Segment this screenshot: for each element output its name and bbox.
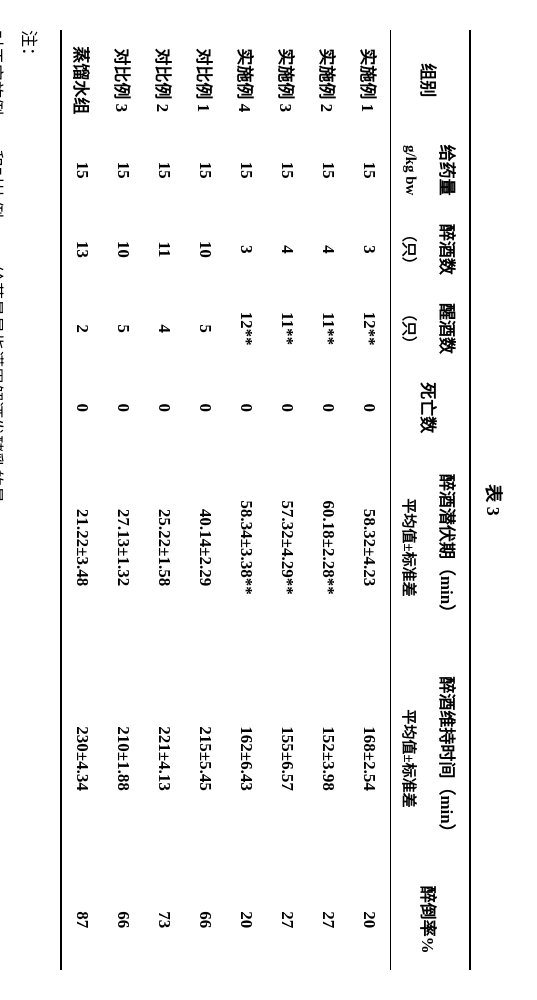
cell-group: 实施例 2	[308, 30, 349, 131]
cell-drunk: 10	[185, 210, 226, 289]
cell-latent: 57.32±4.29**	[267, 447, 308, 647]
cell-latent: 27.13±1.32	[103, 447, 144, 647]
cell-group: 对比例 2	[144, 30, 185, 131]
cell-rate: 87	[61, 869, 103, 970]
cell-sober: 5	[103, 289, 144, 368]
cell-dose: 15	[185, 131, 226, 210]
col-dose-2: g/kg bw	[391, 131, 429, 210]
table-title: 表 3	[481, 30, 507, 970]
col-latent-2: 平均值±标准差	[391, 447, 429, 647]
cell-drunk: 3	[349, 210, 391, 289]
col-sustain-1: 醉酒维持时间（min）	[428, 648, 470, 870]
cell-latent: 21.22±3.48	[61, 447, 103, 647]
cell-death: 0	[61, 368, 103, 447]
cell-death: 0	[226, 368, 267, 447]
cell-dose: 15	[103, 131, 144, 210]
cell-sober: 11**	[267, 289, 308, 368]
cell-latent: 58.32±4.23	[349, 447, 391, 647]
table-row: 对比例 1 15 10 5 0 40.14±2.29 215±5.45 66	[185, 30, 226, 970]
col-drunk-1: 醉酒数	[428, 210, 470, 289]
cell-sober: 12**	[349, 289, 391, 368]
cell-group: 对比例 1	[185, 30, 226, 131]
cell-death: 0	[103, 368, 144, 447]
cell-dose: 15	[267, 131, 308, 210]
cell-death: 0	[144, 368, 185, 447]
col-sustain-2: 平均值±标准差	[391, 648, 429, 870]
cell-rate: 20	[349, 869, 391, 970]
col-sober-2: （只）	[391, 289, 429, 368]
cell-group: 实施例 4	[226, 30, 267, 131]
cell-death: 0	[267, 368, 308, 447]
cell-sustain: 168±2.54	[349, 648, 391, 870]
cell-sober: 4	[144, 289, 185, 368]
cell-drunk: 10	[103, 210, 144, 289]
table-row: 实施例 4 15 3 12** 0 58.34±3.38** 162±6.43 …	[226, 30, 267, 970]
cell-drunk: 13	[61, 210, 103, 289]
cell-rate: 27	[267, 869, 308, 970]
cell-sober: 12**	[226, 289, 267, 368]
cell-group: 实施例 3	[267, 30, 308, 131]
cell-rate: 27	[308, 869, 349, 970]
cell-drunk: 11	[144, 210, 185, 289]
note-label: 注：	[12, 30, 44, 64]
col-sober-1: 醒酒数	[428, 289, 470, 368]
cell-rate: 66	[185, 869, 226, 970]
table-body: 实施例 1 15 3 12** 0 58.32±4.23 168±2.54 20…	[61, 30, 391, 970]
table-row: 蒸馏水组 15 13 2 0 21.22±3.48 230±4.34 87	[61, 30, 103, 970]
cell-sustain: 221±4.13	[144, 648, 185, 870]
cell-drunk: 3	[226, 210, 267, 289]
col-latent-1: 醉酒潜伏期（min）	[428, 447, 470, 647]
cell-sustain: 162±6.43	[226, 648, 267, 870]
cell-drunk: 4	[308, 210, 349, 289]
cell-rate: 73	[144, 869, 185, 970]
cell-death: 0	[308, 368, 349, 447]
cell-sustain: 155±6.57	[267, 648, 308, 870]
cell-latent: 60.18±2.28**	[308, 447, 349, 647]
cell-sustain: 215±5.45	[185, 648, 226, 870]
cell-dose: 15	[226, 131, 267, 210]
cell-sober: 2	[61, 289, 103, 368]
table-row: 对比例 3 15 10 5 0 27.13±1.32 210±1.88 66	[103, 30, 144, 970]
cell-death: 0	[349, 368, 391, 447]
cell-group: 对比例 3	[103, 30, 144, 131]
footnotes: 注： 对于实施例 1~4 和对比例 1~3，给药量是指灌胃解酒发酵乳的量。 对于…	[0, 30, 44, 970]
cell-latent: 40.14±2.29	[185, 447, 226, 647]
col-rate: 醉倒率%	[391, 869, 471, 970]
col-group: 组别	[391, 30, 471, 131]
table-row: 对比例 2 15 11 4 0 25.22±1.58 221±4.13 73	[144, 30, 185, 970]
col-drunk-2: （只）	[391, 210, 429, 289]
cell-sober: 11**	[308, 289, 349, 368]
cell-group: 实施例 1	[349, 30, 391, 131]
col-death: 死亡数	[391, 368, 471, 447]
cell-group: 蒸馏水组	[61, 30, 103, 131]
table-row: 实施例 2 15 4 11** 0 60.18±2.28** 152±3.98 …	[308, 30, 349, 970]
data-table: 组别 给药量 醉酒数 醒酒数 死亡数 醉酒潜伏期（min） 醉酒维持时间（min…	[60, 30, 471, 970]
cell-latent: 58.34±3.38**	[226, 447, 267, 647]
cell-latent: 25.22±1.58	[144, 447, 185, 647]
cell-sustain: 230±4.34	[61, 648, 103, 870]
cell-rate: 20	[226, 869, 267, 970]
cell-dose: 15	[308, 131, 349, 210]
cell-rate: 66	[103, 869, 144, 970]
note-line-1: 对于实施例 1~4 和对比例 1~3，给药量是指灌胃解酒发酵乳的量。	[0, 30, 10, 970]
cell-sober: 5	[185, 289, 226, 368]
cell-dose: 15	[349, 131, 391, 210]
cell-dose: 15	[61, 131, 103, 210]
cell-death: 0	[185, 368, 226, 447]
cell-sustain: 152±3.98	[308, 648, 349, 870]
table-row: 实施例 3 15 4 11** 0 57.32±4.29** 155±6.57 …	[267, 30, 308, 970]
cell-drunk: 4	[267, 210, 308, 289]
cell-dose: 15	[144, 131, 185, 210]
col-dose-1: 给药量	[428, 131, 470, 210]
table-row: 实施例 1 15 3 12** 0 58.32±4.23 168±2.54 20	[349, 30, 391, 970]
cell-sustain: 210±1.88	[103, 648, 144, 870]
